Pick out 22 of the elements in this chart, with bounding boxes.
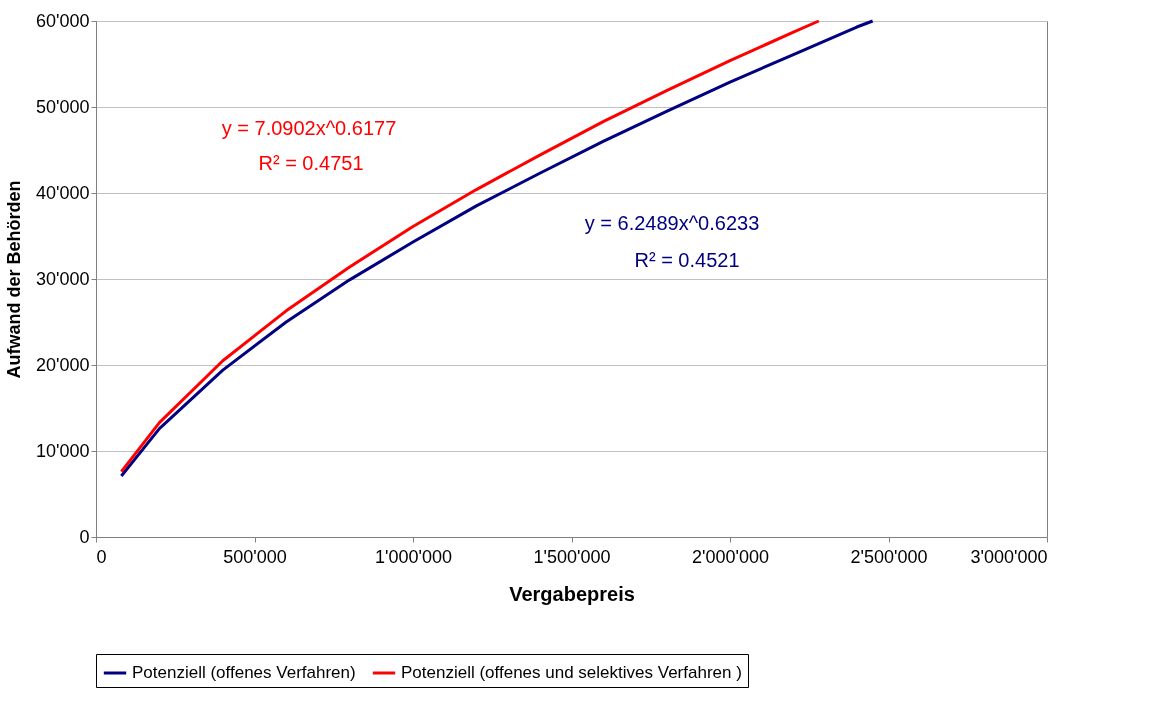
y-tick-label: 60'000	[36, 10, 90, 31]
legend-label: Potenziell (offenes und selektives Verfahren )	[401, 663, 742, 682]
x-tick-label: 3'000'000	[970, 546, 1048, 567]
annotation: y = 6.2489x^0.6233	[584, 212, 760, 234]
x-tick-label: 1'500'000	[533, 546, 611, 567]
annotation: R² = 0.4751	[258, 152, 364, 174]
x-tick-label: 0	[96, 546, 107, 567]
x-axis-title: Vergabepreis	[509, 582, 635, 605]
legend-label: Potenziell (offenes Verfahren)	[132, 663, 356, 682]
y-tick-label: 30'000	[36, 268, 90, 289]
annotation: y = 7.0902x^0.6177	[221, 117, 397, 139]
y-axis-title: Aufwand der Behörden	[4, 180, 25, 379]
x-tick-label: 2'000'000	[692, 546, 769, 567]
y-tick-label: 20'000	[36, 354, 90, 375]
y-tick-label: 10'000	[36, 440, 90, 461]
y-tick-label: 40'000	[36, 182, 90, 203]
y-tick-label: 0	[79, 526, 90, 547]
y-tick-label: 50'000	[36, 96, 90, 117]
annotation: R² = 0.4521	[634, 249, 740, 271]
x-tick-label: 1'000'000	[375, 546, 452, 567]
x-tick-label: 500'000	[223, 546, 287, 567]
x-tick-label: 2'500'000	[850, 546, 928, 567]
